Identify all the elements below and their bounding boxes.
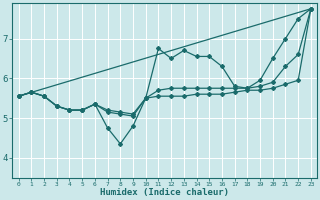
X-axis label: Humidex (Indice chaleur): Humidex (Indice chaleur) (100, 188, 229, 197)
